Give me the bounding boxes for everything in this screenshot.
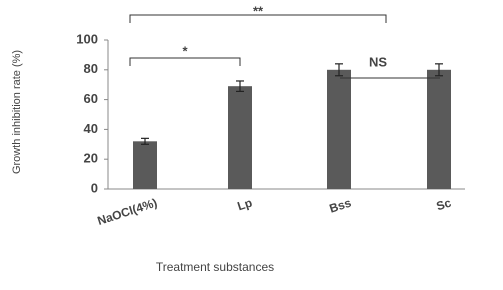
y-tick-label: 80: [84, 61, 98, 76]
error-bar: [435, 63, 443, 77]
y-tick-label: 40: [84, 121, 98, 136]
x-tick-label: Sc: [435, 195, 454, 213]
x-tick-label: Bss: [328, 195, 354, 215]
y-tick-label: 20: [84, 151, 98, 166]
x-tick-label: NaOCl(4%): [96, 196, 159, 228]
y-tick-label: 0: [91, 180, 98, 195]
error-bar: [141, 137, 149, 145]
significance-bracket: [129, 57, 241, 66]
error-bar: [236, 80, 244, 93]
y-tick-label: 100: [76, 31, 98, 46]
bar: [228, 86, 252, 189]
x-axis-label: Treatment substances: [156, 260, 274, 274]
y-tick-label: 60: [84, 91, 98, 106]
bar: [427, 69, 451, 189]
y-axis-label: Growth inhibition rate (%): [11, 50, 23, 174]
significance-bracket: [129, 14, 387, 23]
significance-label: NS: [369, 54, 387, 69]
bar: [327, 69, 351, 189]
error-bar: [335, 63, 343, 77]
x-tick-label: Lp: [236, 196, 254, 214]
significance-label: **: [253, 3, 264, 18]
significance-label: *: [182, 43, 188, 58]
bar: [133, 141, 157, 189]
